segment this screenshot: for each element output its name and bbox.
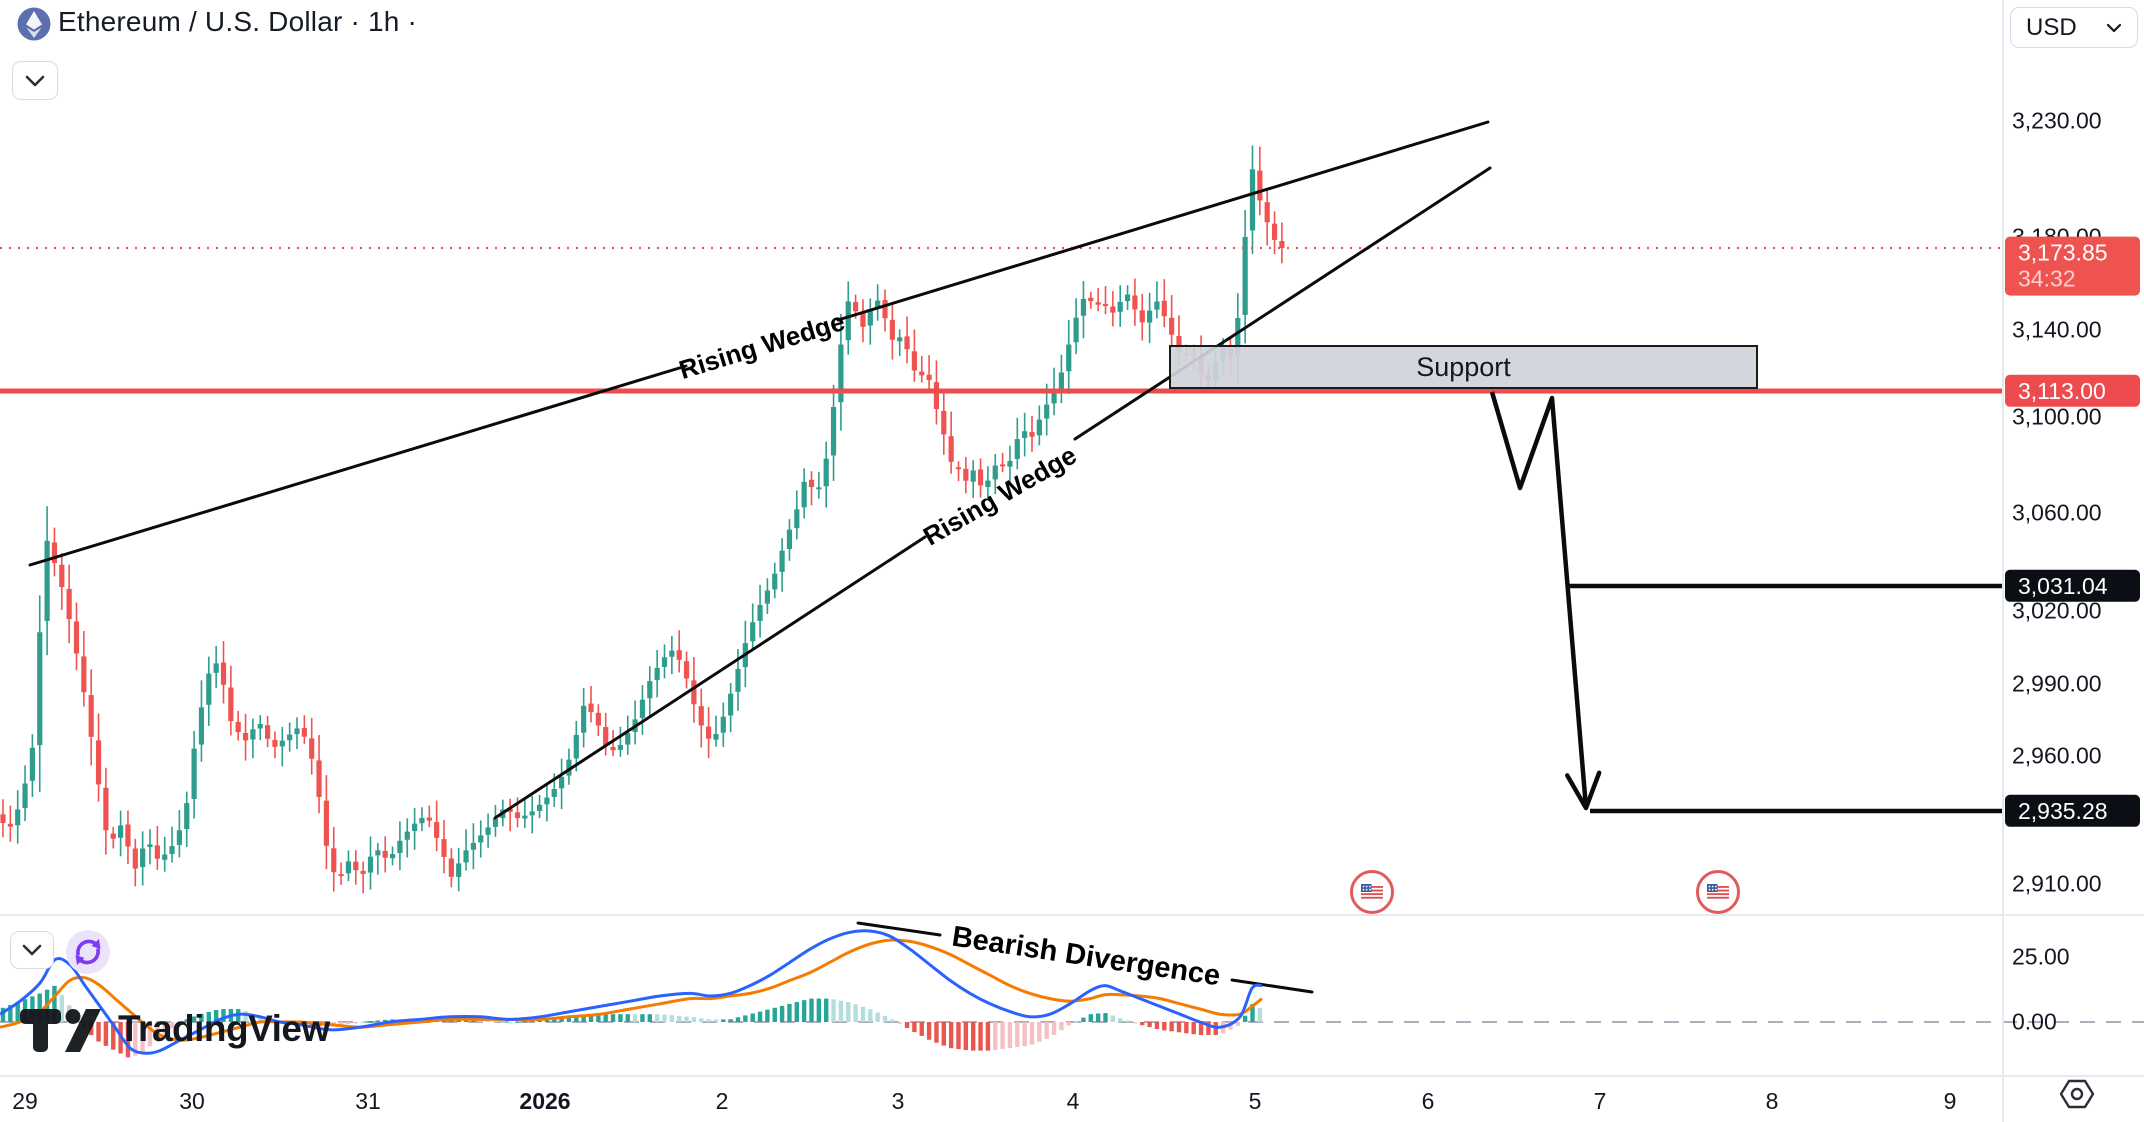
axis-settings-gear-icon[interactable] [2056,1076,2098,1112]
tradingview-logo-text[interactable]: TradingView [118,1008,330,1049]
support-zone-box[interactable]: Support [1169,345,1758,389]
time-axis-tick: 8 [1765,1088,1779,1114]
time-axis-tick: 30 [179,1088,205,1114]
price-axis-tick: 2,990.00 [2012,670,2102,697]
support-zone-text: Support [1416,351,1511,382]
ethereum-icon [17,7,51,41]
price-axis-tick: 2,960.00 [2012,742,2102,769]
price-axis-border [2002,0,2004,1122]
time-axis-tick: 9 [1943,1088,1957,1114]
indicator-axis-tick: 0.00 [2012,1008,2057,1035]
price-axis-tick: 3,230.00 [2012,107,2102,134]
arrow-down-icon [1564,770,1602,811]
price-axis-tick: 2,910.00 [2012,870,2102,897]
pane-divider[interactable] [0,914,2144,916]
rising-wedge-lower-trendline[interactable] [493,166,1492,820]
candlestick-series [0,145,1285,894]
price-axis-tick: 3,060.00 [2012,499,2102,526]
collapse-indicator-pane-button[interactable] [10,931,54,969]
target-price-badge-2: 2,935.28 [2005,794,2140,828]
current-price-value: 3,173.85 [2018,239,2108,266]
currency-selector[interactable]: USD [2010,7,2138,48]
time-axis-tick: 5 [1248,1088,1262,1114]
us-flag-event-icon[interactable] [1350,870,1394,914]
time-axis-tick: 6 [1421,1088,1435,1114]
rising-wedge-upper-trendline[interactable] [28,120,1490,567]
chevron-down-icon [25,75,45,86]
bar-countdown: 34:32 [2018,266,2076,292]
macd-line [0,929,1263,1055]
time-axis-tick: 2 [715,1088,729,1114]
time-axis-border [0,1075,2144,1077]
time-axis-tick: 2026 [519,1088,571,1114]
symbol-title[interactable]: Ethereum / U.S. Dollar · 1h · [58,6,418,37]
target-price-badge-1: 3,031.04 [2005,569,2140,603]
time-axis-tick: 3 [891,1088,905,1114]
price-axis-tick: 3,020.00 [2012,597,2102,624]
time-axis-tick: 31 [355,1088,381,1114]
time-axis-tick: 29 [12,1088,38,1114]
macd-signal-line [0,938,1263,1042]
chevron-down-icon [2106,23,2122,32]
bearish-divergence-trendline[interactable] [856,921,1314,994]
time-axis-tick: 4 [1066,1088,1080,1114]
chevron-down-icon [22,944,42,956]
price-axis-tick: 3,140.00 [2012,316,2102,343]
indicator-axis-tick: 25.00 [2012,943,2070,970]
currency-value: USD [2026,13,2077,41]
us-flag-event-icon[interactable] [1696,870,1740,914]
current-price-badge: 3,173.85 34:32 [2005,236,2140,296]
collapse-main-pane-button[interactable] [12,61,58,100]
support-level-badge: 3,113.00 [2005,374,2140,408]
refresh-sync-icon[interactable] [62,926,114,978]
price-axis-tick: 3,100.00 [2012,403,2102,430]
time-axis-tick: 7 [1593,1088,1607,1114]
price-projection-drawing[interactable] [1489,391,2003,814]
tradingview-logo[interactable] [16,1004,120,1056]
